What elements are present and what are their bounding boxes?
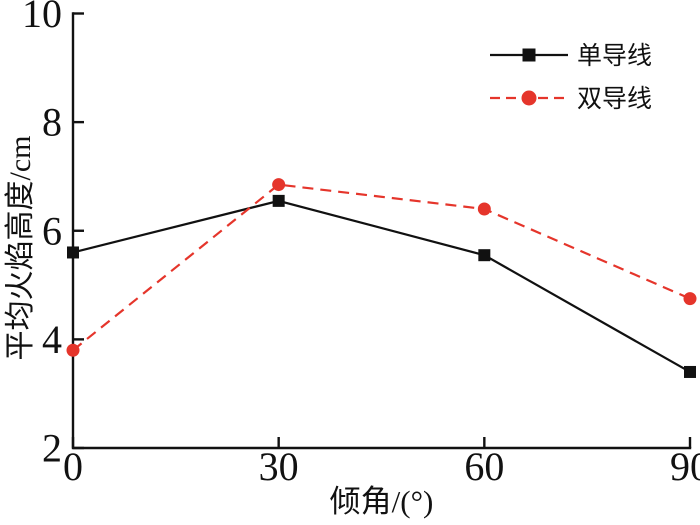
series-line-0 [72, 199, 691, 373]
data-point-square [684, 365, 696, 378]
y-tick-label: 10 [22, 0, 62, 36]
data-point-circle [272, 178, 286, 192]
y-tick-label: 6 [42, 208, 62, 253]
x-axis-title: 倾角/(°) [330, 484, 434, 519]
axes: 2 4 6 8 10 0 30 60 90 倾角/(°) 平均火焰高度/cm [4, 0, 700, 519]
y-tick-label: 4 [42, 317, 62, 362]
y-axis-title: 平均火焰高度/cm [4, 136, 37, 361]
x-tick-label: 90 [670, 444, 700, 489]
axis-spine [71, 12, 692, 450]
x-tick-label: 30 [259, 444, 299, 489]
series-line-1 [72, 183, 691, 352]
data-point-circle [66, 343, 80, 357]
legend-label: 双导线 [577, 85, 652, 113]
legend-marker-square [522, 48, 536, 62]
data-point-square [67, 246, 79, 259]
y-tick-label: 2 [42, 426, 62, 471]
data-point-circle [683, 292, 697, 306]
legend-label: 单导线 [577, 42, 652, 70]
data-point-square [478, 249, 491, 262]
x-tick-label: 60 [464, 444, 504, 489]
data-point-circle [477, 202, 491, 216]
series-layer [66, 178, 697, 378]
y-tick-label: 8 [42, 100, 62, 145]
legend-marker-circle [521, 90, 537, 106]
data-point-square [272, 194, 285, 207]
x-tick-label: 0 [63, 444, 83, 489]
